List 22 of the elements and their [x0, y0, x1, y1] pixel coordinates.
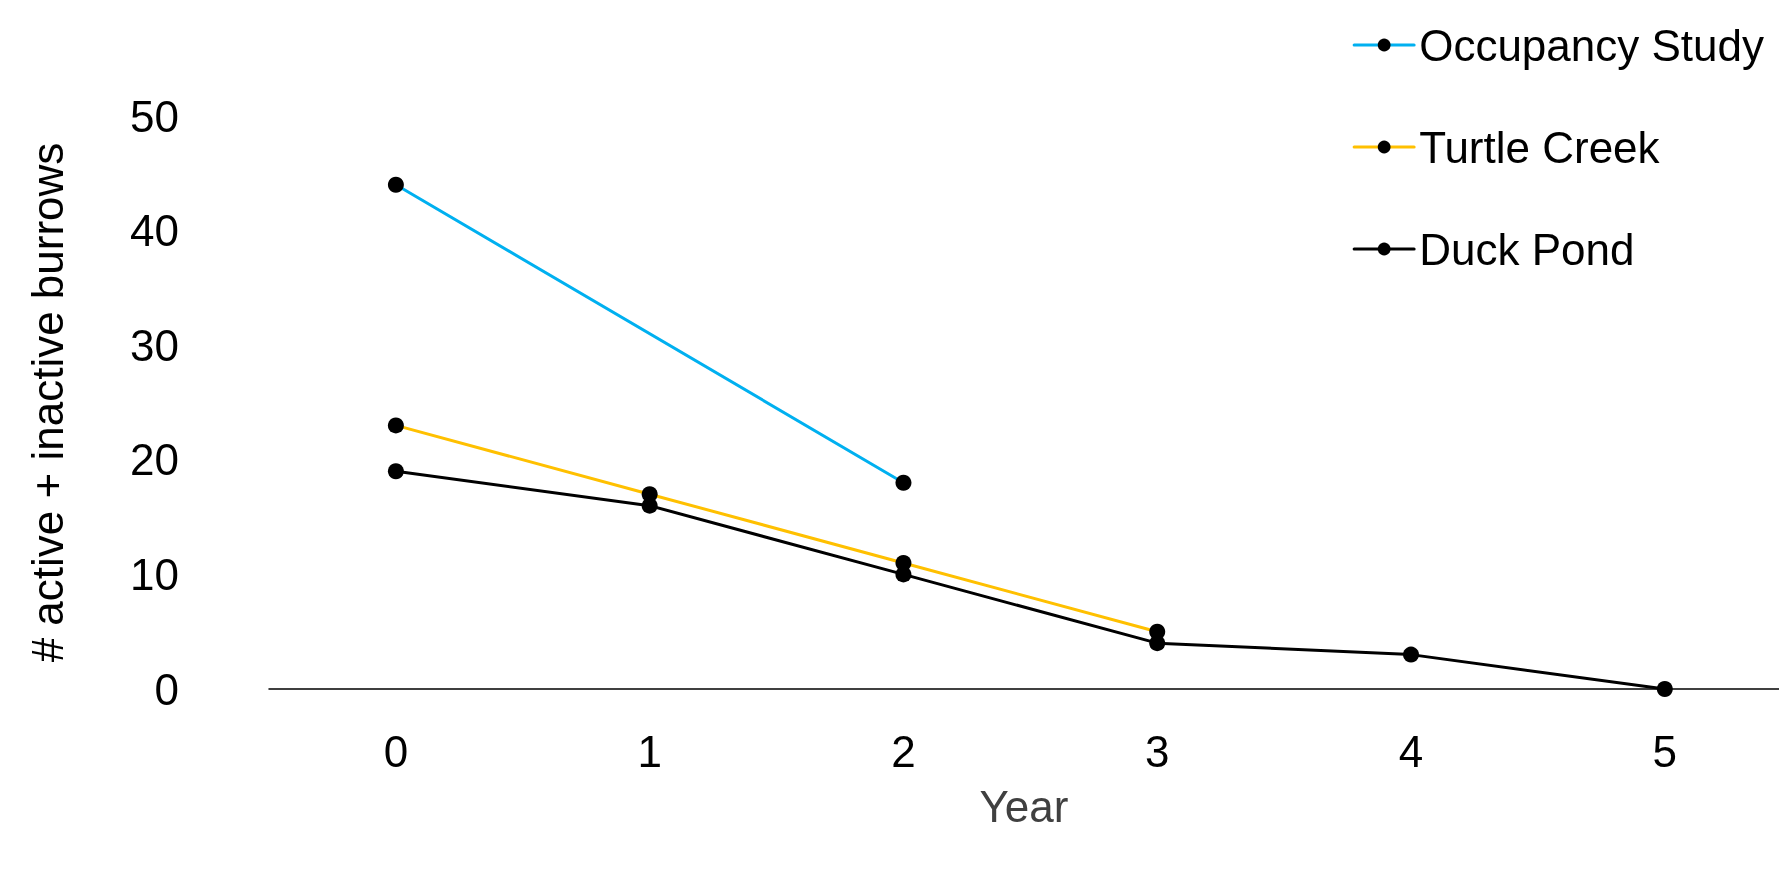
x-tick-label: 0 — [383, 726, 409, 776]
legend-label: Occupancy Study — [1419, 20, 1765, 70]
y-tick-label: 30 — [130, 320, 179, 370]
point — [895, 566, 912, 583]
point — [1656, 681, 1673, 697]
x-tick-label: 4 — [1398, 726, 1424, 776]
point — [1149, 635, 1166, 652]
y-tick-label: 20 — [130, 435, 179, 485]
legend-label: Turtle Creek — [1419, 122, 1661, 172]
point — [1403, 646, 1420, 663]
y-axis-title: # active + inactive burrows — [22, 142, 72, 663]
y-tick-label: 10 — [130, 549, 179, 599]
x-tick-label: 5 — [1652, 726, 1678, 776]
y-tick-label: 50 — [130, 91, 179, 141]
y-tick-label: 40 — [130, 206, 179, 256]
y-tick-label: 0 — [154, 664, 179, 714]
x-tick-label: 2 — [891, 726, 916, 776]
x-tick-label: 1 — [637, 726, 662, 776]
point — [387, 463, 404, 480]
legend-label: Duck Pond — [1419, 224, 1635, 274]
x-axis-title: Year — [979, 781, 1069, 831]
x-tick-label: 3 — [1144, 726, 1170, 776]
